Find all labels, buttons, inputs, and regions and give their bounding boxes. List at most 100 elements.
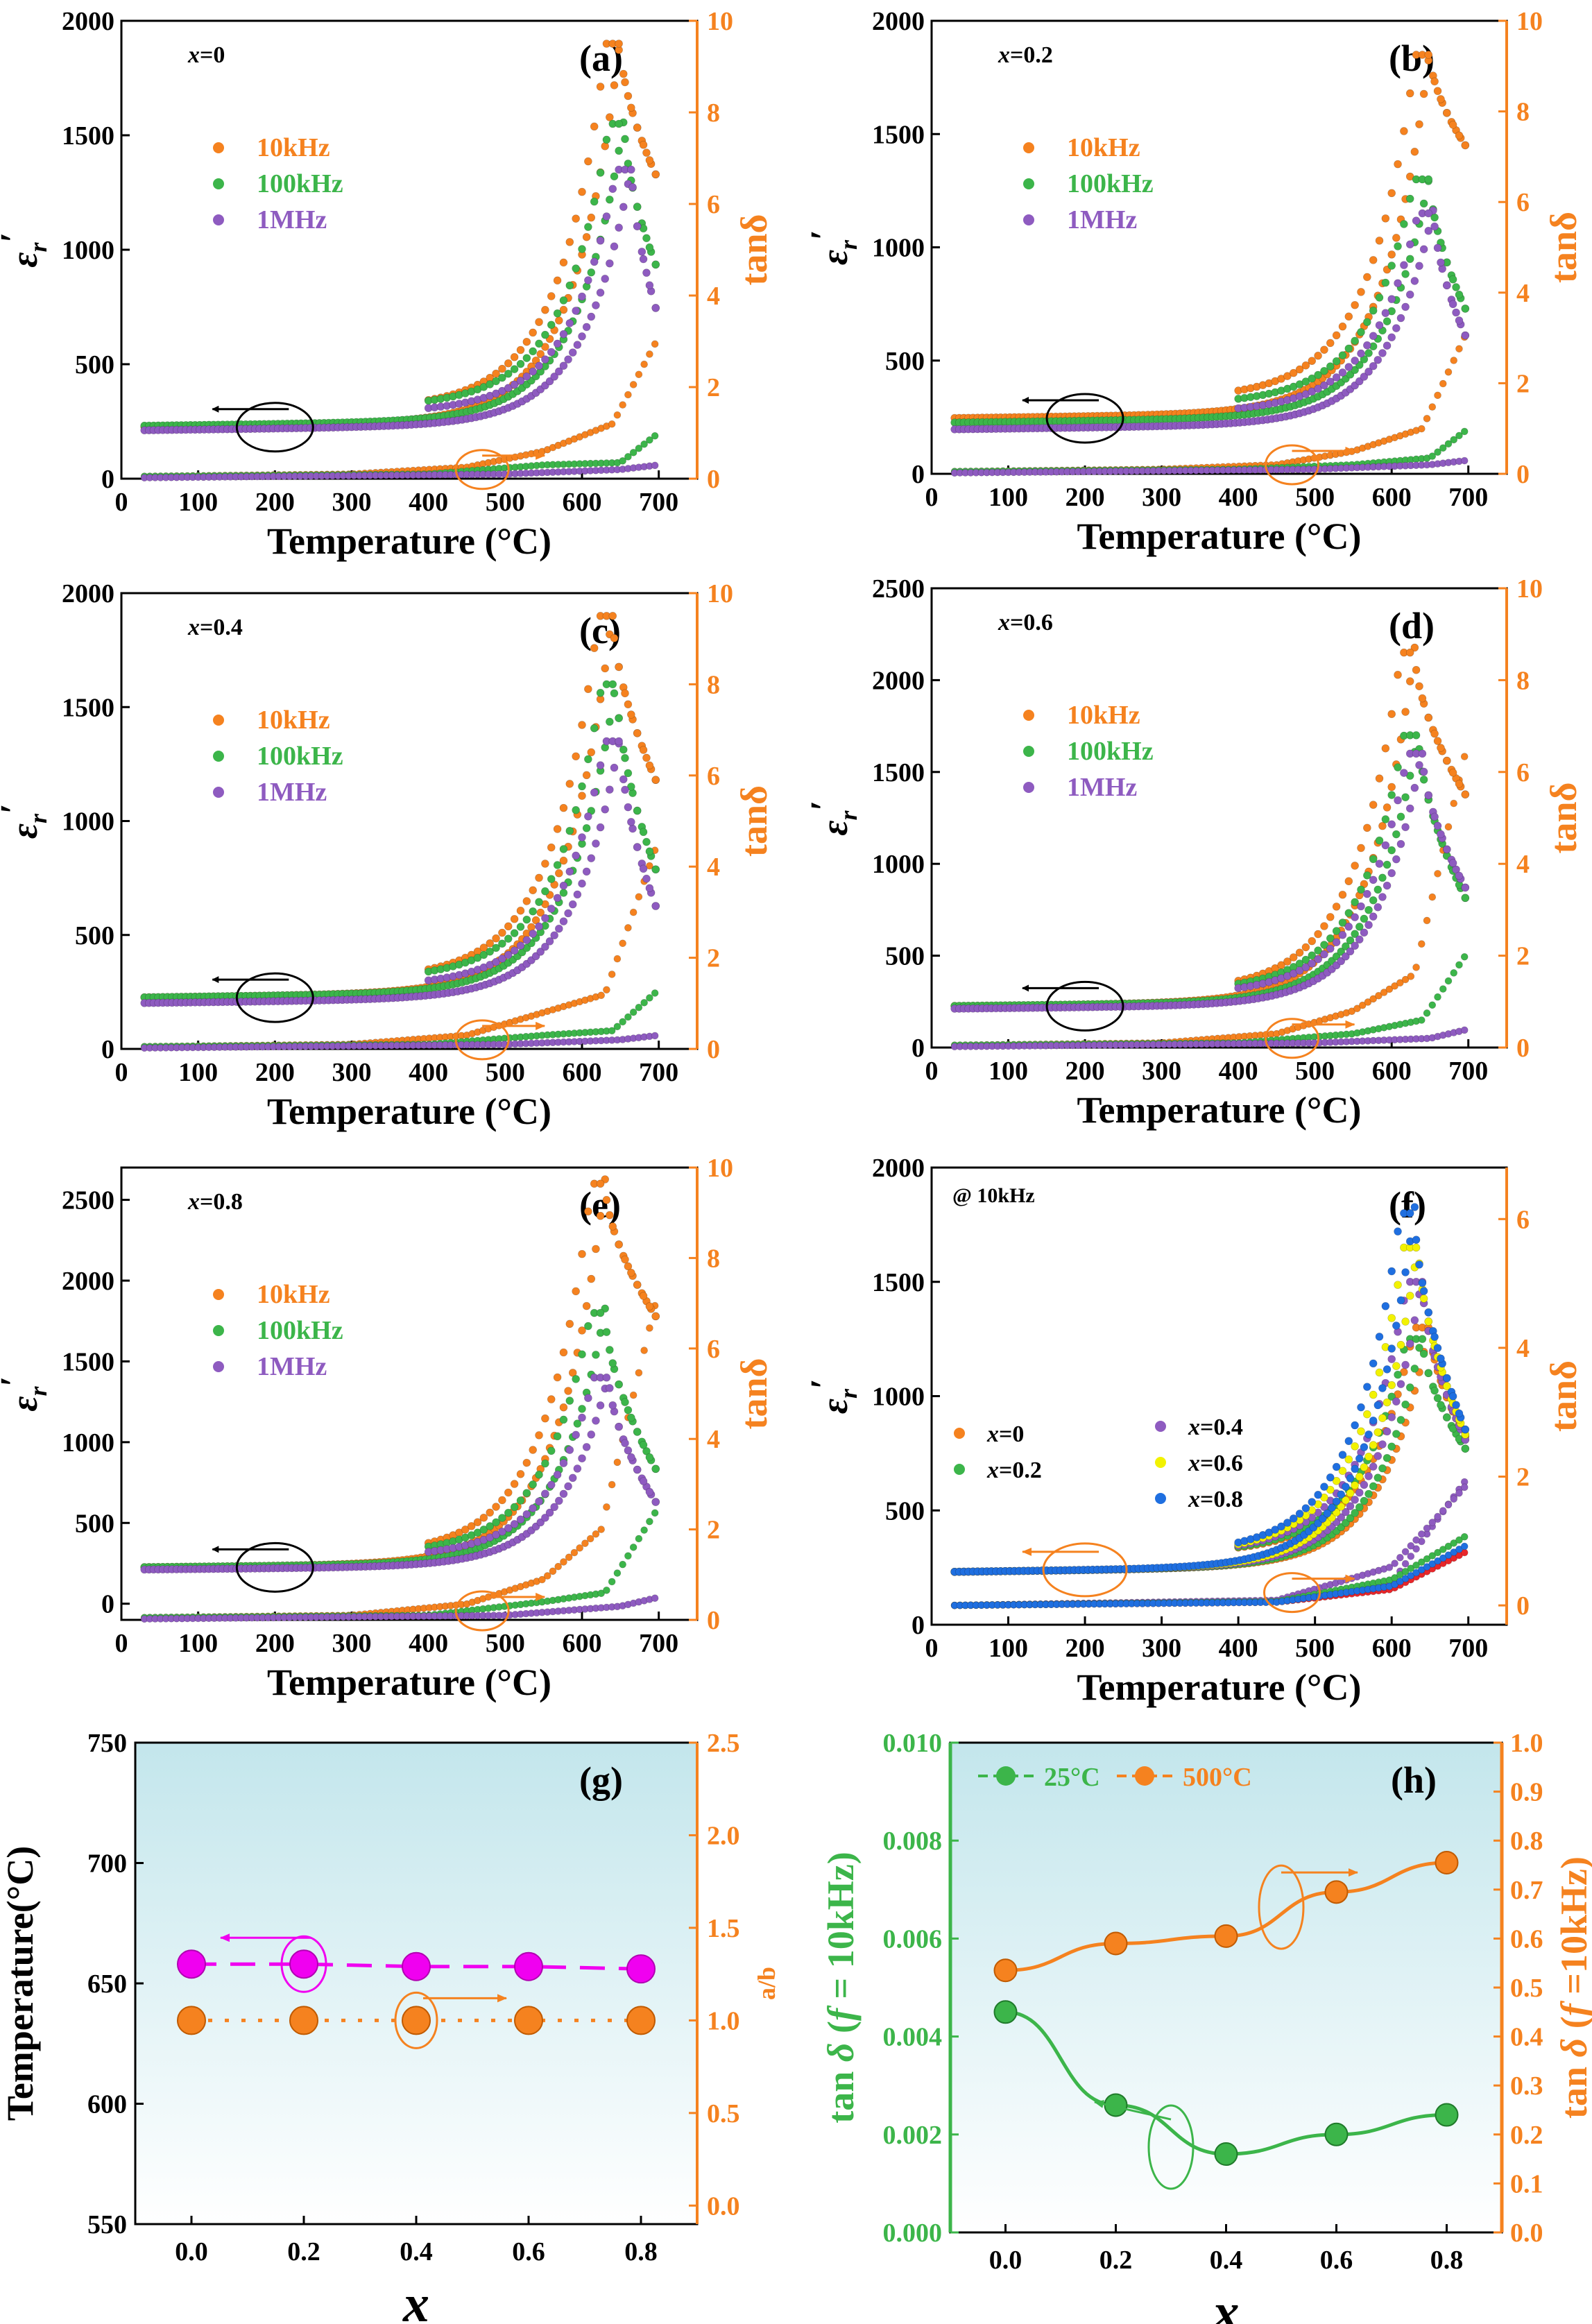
eps-point	[601, 664, 610, 673]
tan-point	[1450, 1495, 1458, 1503]
y2-tick-label: 2	[1516, 369, 1530, 398]
tan-point	[635, 370, 643, 379]
eps-point	[498, 939, 506, 948]
eps-point	[578, 782, 586, 791]
tan-point	[1407, 973, 1415, 980]
eps-point	[606, 195, 614, 204]
eps-point	[516, 1496, 525, 1505]
eps-point	[651, 304, 660, 312]
tan-point	[565, 1553, 573, 1562]
eps-point	[592, 1245, 600, 1254]
eps-point	[1351, 357, 1359, 365]
eps-point	[1396, 839, 1405, 848]
tan-point	[1418, 425, 1426, 433]
y-axis-label-prime: ′	[803, 800, 844, 810]
eps-point	[584, 276, 592, 284]
eps-point	[1357, 844, 1365, 853]
eps-point	[559, 305, 568, 314]
eps-point	[1314, 930, 1322, 939]
eps-point	[621, 135, 629, 144]
y2-tick-label: 8	[1516, 666, 1530, 695]
eps-point	[1357, 349, 1365, 358]
tan-point	[640, 999, 648, 1007]
eps-point	[1381, 309, 1390, 318]
eps-point	[1415, 262, 1423, 271]
eps-point	[627, 710, 635, 719]
eps-point	[1381, 278, 1390, 287]
x-tick-label: 300	[1142, 483, 1181, 512]
eps-point	[565, 1446, 574, 1454]
y2-tick-label: 10	[707, 7, 733, 36]
legend-label: 100kHz	[257, 169, 343, 198]
y-tick-label: 1000	[62, 1428, 114, 1458]
eps-point	[510, 946, 519, 955]
eps-point	[522, 915, 531, 924]
y2-tick-label: 6	[707, 190, 720, 219]
y2-tick-label: 8	[707, 99, 720, 128]
eps-point	[1424, 1369, 1433, 1378]
x-tick-label: 700	[639, 1629, 678, 1658]
eps-point	[573, 341, 582, 349]
eps-point	[1387, 189, 1396, 198]
eps-point	[522, 1458, 531, 1467]
eps-point	[582, 232, 591, 241]
eps-point	[582, 1443, 591, 1451]
y2-tick-label: 2	[707, 1516, 720, 1545]
eps-point	[1364, 1489, 1373, 1498]
eps-point	[553, 1432, 562, 1441]
x-tick-label: 400	[409, 1058, 448, 1087]
eps-point	[1332, 357, 1341, 366]
composition-var: x	[998, 42, 1010, 68]
eps-point	[1344, 877, 1353, 886]
tan-point	[629, 449, 637, 456]
tan-point	[1434, 870, 1441, 878]
composition-var: x	[998, 610, 1010, 635]
eps-point	[553, 276, 562, 285]
eps-point	[578, 1454, 586, 1462]
eps-point	[637, 248, 647, 256]
eps-point	[1405, 89, 1414, 98]
eps-point	[1364, 905, 1373, 914]
eps-point	[1419, 776, 1428, 784]
x-tick-label: 500	[486, 1629, 525, 1658]
x-tick-label: 0	[115, 1058, 128, 1087]
eps-point	[1364, 921, 1373, 930]
tan-point	[651, 432, 659, 440]
eps-point	[1364, 349, 1373, 357]
tan-point	[635, 1369, 643, 1377]
y-tick-label: 500	[75, 921, 114, 950]
eps-point	[645, 156, 654, 164]
eps-point	[1433, 821, 1442, 830]
x-tick-label: 700	[639, 1058, 678, 1087]
eps-point	[1344, 363, 1353, 371]
eps-point	[1424, 713, 1433, 722]
tan-point	[581, 1539, 589, 1547]
tan-point	[619, 1560, 626, 1569]
eps-point	[1461, 894, 1470, 903]
eps-point	[584, 812, 592, 821]
x-tick-label: 600	[1372, 1634, 1412, 1663]
eps-point	[535, 922, 543, 931]
eps-point	[1448, 859, 1457, 867]
eps-point	[572, 1430, 580, 1439]
eps-point	[1355, 1488, 1364, 1497]
eps-point	[651, 1498, 660, 1506]
eps-point	[504, 1488, 513, 1497]
y-tick-label: 2000	[62, 579, 114, 608]
eps-point	[584, 1322, 592, 1331]
eps-point	[639, 828, 648, 837]
eps-point	[541, 1414, 549, 1423]
eps-point	[590, 257, 599, 266]
eps-point	[1338, 351, 1347, 359]
eps-point	[541, 343, 549, 351]
y2-tick-label: 2	[707, 944, 720, 973]
eps-point	[1332, 938, 1341, 947]
y2-tick-label: 0	[707, 465, 720, 494]
y-axis-label-main: ε	[3, 823, 45, 839]
eps-point	[1357, 902, 1365, 911]
tan-point	[1450, 969, 1458, 977]
eps-point	[621, 78, 629, 87]
eps-point	[498, 1496, 506, 1505]
eps-point	[578, 292, 586, 301]
x-tick-label: 100	[178, 488, 218, 517]
